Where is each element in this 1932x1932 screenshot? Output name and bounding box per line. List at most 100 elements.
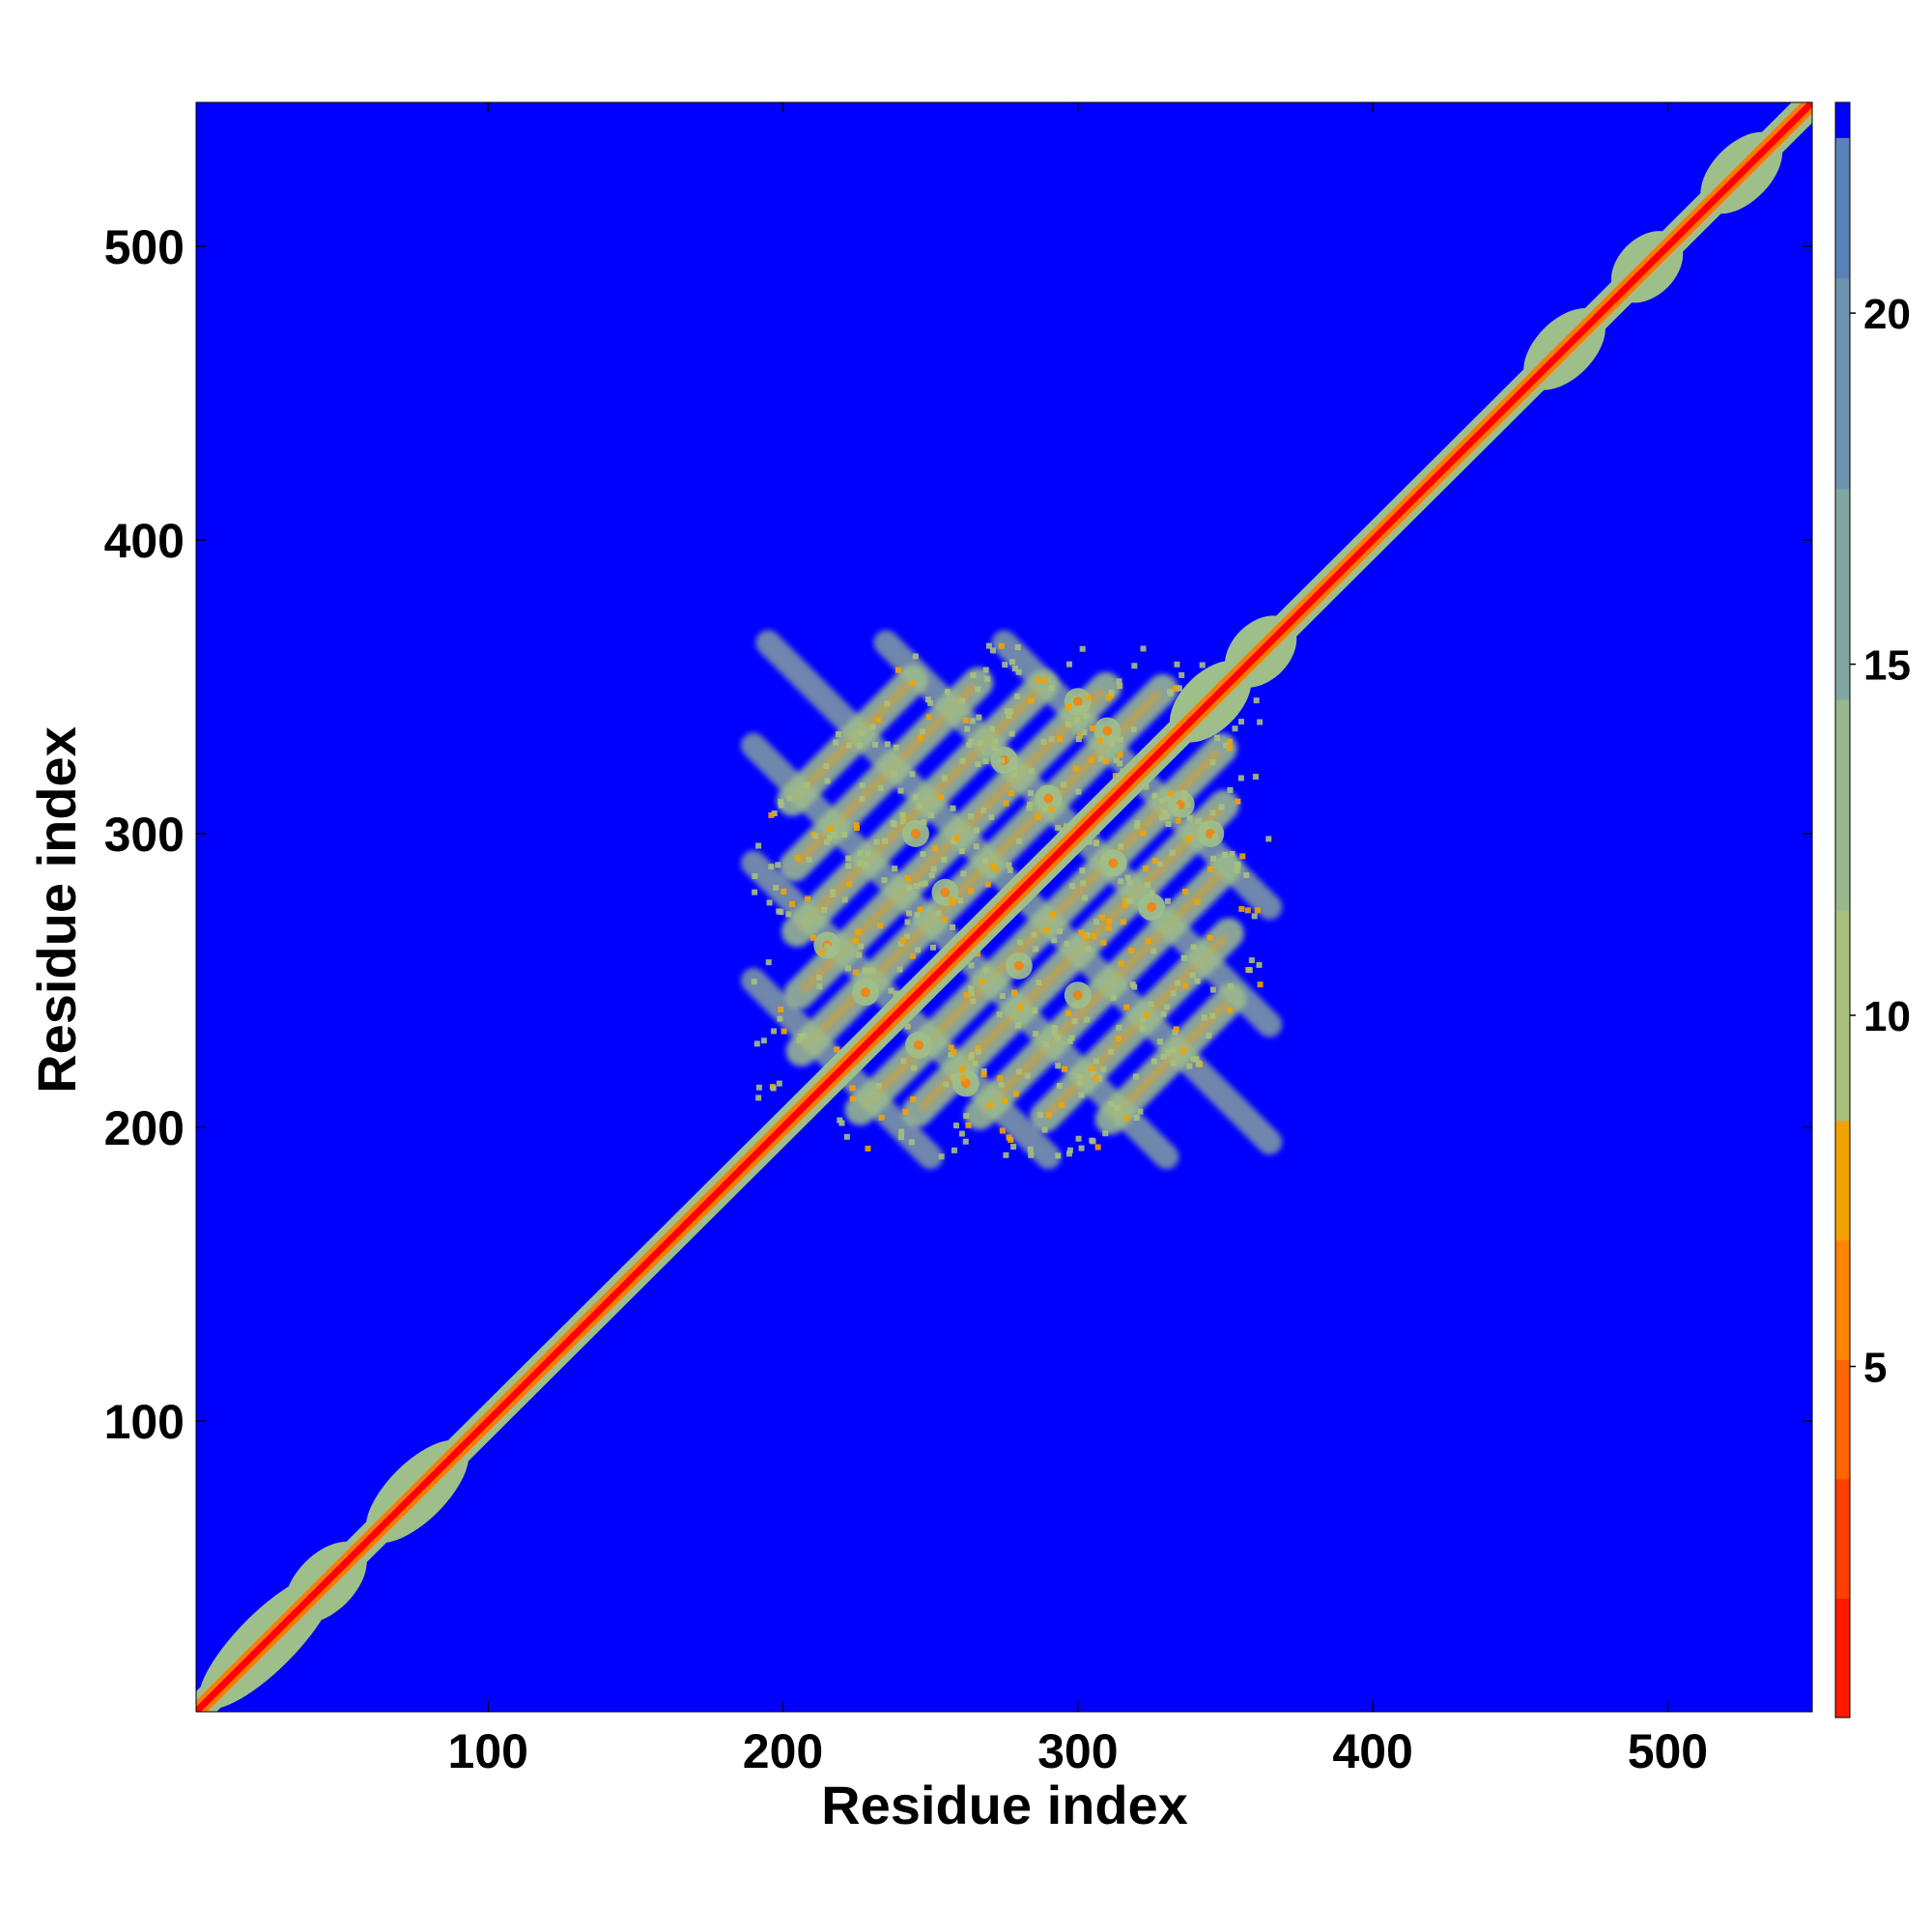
contact-speck xyxy=(765,959,772,966)
contact-speck xyxy=(1118,878,1124,885)
contact-speck xyxy=(1081,895,1088,901)
contact-speck xyxy=(1170,990,1177,997)
contact-speck xyxy=(1181,796,1188,803)
contact-speck xyxy=(1027,801,1034,808)
contact-speck xyxy=(1075,788,1082,795)
contact-speck xyxy=(1007,867,1013,873)
contact-speck xyxy=(1151,858,1158,865)
contact-speck xyxy=(1164,897,1171,904)
contact-speck xyxy=(941,916,948,923)
contact-speck xyxy=(941,775,948,781)
contact-speck xyxy=(1100,1065,1107,1072)
contact-speck xyxy=(804,781,810,788)
contact-speck xyxy=(1246,967,1253,974)
contact-speck xyxy=(1244,907,1251,914)
y-tick-label-500: 500 xyxy=(104,220,185,274)
contact-speck xyxy=(975,1044,981,1051)
contact-speck xyxy=(1069,883,1076,890)
contact-speck xyxy=(1061,781,1067,788)
contact-speck xyxy=(875,1083,882,1090)
contact-speck xyxy=(1008,790,1014,797)
contact-speck xyxy=(1110,994,1117,1001)
contact-speck xyxy=(1116,678,1122,685)
contact-speck xyxy=(991,745,998,752)
contact-speck xyxy=(801,1033,808,1039)
contact-speck xyxy=(911,1065,918,1071)
contact-speck xyxy=(1226,745,1233,752)
contact-speck xyxy=(1218,804,1225,810)
contact-speck xyxy=(1257,719,1264,725)
colorbar-level-10 xyxy=(1835,102,1850,138)
contact-speck xyxy=(1093,919,1099,925)
contact-speck xyxy=(967,888,974,895)
contact-speck xyxy=(897,941,904,948)
contact-speck xyxy=(1080,880,1087,887)
contact-speck xyxy=(1144,882,1151,889)
contact-speck xyxy=(845,855,852,862)
contact-speck xyxy=(898,1128,905,1135)
contact-speck xyxy=(1181,789,1188,796)
contact-speck xyxy=(1093,1075,1099,1082)
contact-speck xyxy=(1051,937,1058,944)
contact-hotspot-core-13 xyxy=(1147,902,1157,912)
contact-speck xyxy=(982,967,989,974)
y-tick-label-300: 300 xyxy=(104,808,185,862)
contact-speck xyxy=(968,985,975,992)
contact-speck xyxy=(859,795,866,802)
colorbar-level-7 xyxy=(1835,488,1850,700)
contact-speck xyxy=(1009,659,1015,666)
contact-speck xyxy=(1037,1112,1044,1119)
contact-speck xyxy=(1011,764,1018,771)
contact-speck xyxy=(1079,645,1086,652)
contact-speck xyxy=(1124,874,1131,881)
contact-speck xyxy=(841,896,848,903)
contact-speck xyxy=(1075,736,1082,743)
contact-speck xyxy=(833,739,839,746)
contact-speck xyxy=(1065,703,1072,710)
contact-speck xyxy=(1173,804,1179,810)
heatmap-plot-area xyxy=(195,101,1813,1713)
contact-speck xyxy=(950,1073,956,1080)
contact-speck xyxy=(998,1081,1005,1088)
contact-speck xyxy=(1156,861,1163,867)
contact-speck xyxy=(1014,1022,1021,1029)
contact-speck xyxy=(776,908,782,915)
contact-speck xyxy=(786,795,793,802)
contact-speck xyxy=(1159,797,1166,804)
contact-speck xyxy=(755,1084,762,1091)
contact-hotspot-core-9 xyxy=(960,1078,971,1089)
contact-speck xyxy=(1170,1060,1177,1066)
contact-speck xyxy=(1265,836,1272,842)
contact-speck xyxy=(904,875,911,882)
contact-speck xyxy=(778,1006,784,1012)
contact-speck xyxy=(1078,929,1085,936)
contact-speck xyxy=(1256,961,1263,968)
contact-speck xyxy=(949,923,955,930)
contact-speck xyxy=(953,835,960,841)
x-tick-label-400: 400 xyxy=(1332,1724,1412,1778)
contact-speck xyxy=(781,1028,787,1035)
contact-speck xyxy=(1133,1115,1140,1122)
contact-speck xyxy=(788,900,795,907)
contact-speck xyxy=(1040,738,1047,745)
contact-speck xyxy=(878,1114,885,1121)
contact-speck xyxy=(982,758,989,765)
contact-speck xyxy=(1082,933,1089,940)
contact-speck xyxy=(1035,676,1041,683)
contact-speck xyxy=(1227,1007,1234,1013)
contact-speck xyxy=(1031,931,1037,938)
contact-speck xyxy=(1071,1018,1078,1025)
contact-speck xyxy=(858,943,865,950)
contact-speck xyxy=(1015,838,1022,844)
contact-speck xyxy=(968,813,975,820)
contact-hotspot-core-1 xyxy=(913,1039,923,1050)
contact-speck xyxy=(921,819,927,826)
contact-speck xyxy=(1172,1029,1179,1036)
contact-speck xyxy=(1186,1063,1193,1069)
contact-speck xyxy=(892,866,898,872)
contact-speck xyxy=(827,945,834,952)
contact-speck xyxy=(888,987,895,994)
contact-speck xyxy=(999,992,1006,999)
contact-speck xyxy=(913,883,920,890)
contact-speck xyxy=(893,990,899,997)
